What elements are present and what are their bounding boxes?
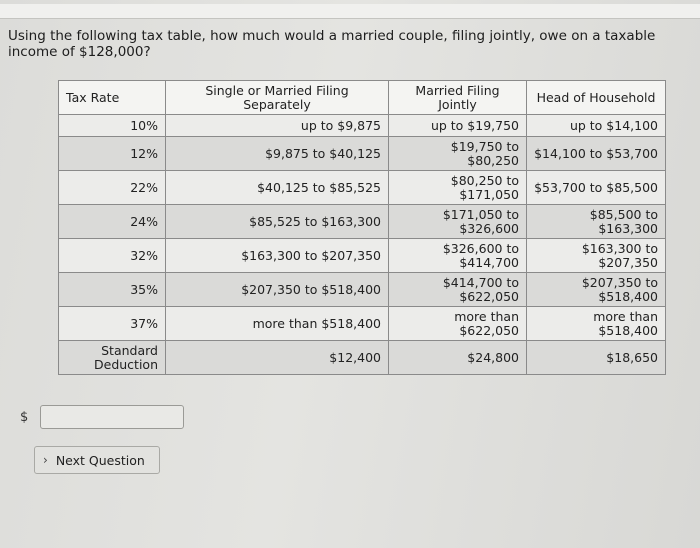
household-cell: $18,650 <box>526 340 666 375</box>
question-text: Using the following tax table, how much … <box>8 28 656 60</box>
household-cell: $14,100 to $53,700 <box>526 136 666 171</box>
single-cell: $85,525 to $163,300 <box>165 204 389 239</box>
next-question-button[interactable]: › Next Question <box>34 446 160 474</box>
single-cell: up to $9,875 <box>165 114 389 137</box>
jointly-cell: $171,050 to $326,600 <box>388 204 527 239</box>
chevron-right-icon: › <box>43 453 48 467</box>
single-cell: $9,875 to $40,125 <box>165 136 389 171</box>
table-row: 22% $40,125 to $85,525 $80,250 to $171,0… <box>58 170 666 205</box>
single-cell: $207,350 to $518,400 <box>165 272 389 307</box>
jointly-cell: more than $622,050 <box>388 306 527 341</box>
rate-cell: 37% <box>58 306 166 341</box>
tax-table: Tax Rate Single or Married Filing Separa… <box>58 80 666 375</box>
rate-cell: 12% <box>58 136 166 171</box>
household-cell: more than $518,400 <box>526 306 666 341</box>
table-row: 35% $207,350 to $518,400 $414,700 to $62… <box>58 272 666 307</box>
jointly-cell: $24,800 <box>388 340 527 375</box>
household-cell: $207,350 to $518,400 <box>526 272 666 307</box>
header-single: Single or Married Filing Separately <box>165 80 389 115</box>
jointly-cell: $414,700 to $622,050 <box>388 272 527 307</box>
rate-cell: 32% <box>58 238 166 273</box>
single-cell: $163,300 to $207,350 <box>165 238 389 273</box>
single-cell: $12,400 <box>165 340 389 375</box>
table-row: 10% up to $9,875 up to $19,750 up to $14… <box>58 114 666 137</box>
header-head-of-household: Head of Household <box>526 80 666 115</box>
header-tax-rate: Tax Rate <box>58 80 166 115</box>
rate-cell: 35% <box>58 272 166 307</box>
single-cell: more than $518,400 <box>165 306 389 341</box>
household-cell: $53,700 to $85,500 <box>526 170 666 205</box>
table-row: 24% $85,525 to $163,300 $171,050 to $326… <box>58 204 666 239</box>
single-cell: $40,125 to $85,525 <box>165 170 389 205</box>
rate-cell: 22% <box>58 170 166 205</box>
table-row: Standard Deduction $12,400 $24,800 $18,6… <box>58 340 666 375</box>
table-header-row: Tax Rate Single or Married Filing Separa… <box>58 80 666 115</box>
next-question-label: Next Question <box>55 452 145 468</box>
household-cell: up to $14,100 <box>526 114 666 137</box>
answer-input[interactable] <box>40 405 184 429</box>
rate-cell: Standard Deduction <box>58 340 166 375</box>
rate-cell: 24% <box>58 204 166 239</box>
household-cell: $163,300 to $207,350 <box>526 238 666 273</box>
header-married-jointly: Married Filing Jointly <box>388 80 527 115</box>
table-row: 37% more than $518,400 more than $622,05… <box>58 306 666 341</box>
table-row: 12% $9,875 to $40,125 $19,750 to $80,250… <box>58 136 666 171</box>
answer-row: $ <box>20 404 184 430</box>
rate-cell: 10% <box>58 114 166 137</box>
jointly-cell: up to $19,750 <box>388 114 527 137</box>
household-cell: $85,500 to $163,300 <box>526 204 666 239</box>
jointly-cell: $326,600 to $414,700 <box>388 238 527 273</box>
table-row: 32% $163,300 to $207,350 $326,600 to $41… <box>58 238 666 273</box>
jointly-cell: $19,750 to $80,250 <box>388 136 527 171</box>
top-divider <box>0 4 700 19</box>
dollar-sign: $ <box>20 409 29 425</box>
jointly-cell: $80,250 to $171,050 <box>388 170 527 205</box>
